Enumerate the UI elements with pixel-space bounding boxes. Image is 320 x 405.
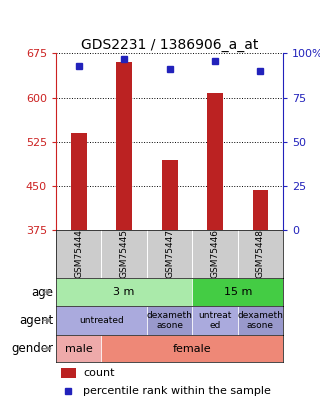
Text: dexameth
asone: dexameth asone bbox=[147, 311, 193, 330]
Bar bbox=[147, 306, 192, 335]
Text: GSM75446: GSM75446 bbox=[211, 230, 220, 278]
Text: agent: agent bbox=[20, 314, 54, 327]
Text: 3 m: 3 m bbox=[114, 287, 135, 297]
Text: gender: gender bbox=[12, 342, 54, 355]
Bar bbox=[162, 160, 178, 230]
Text: dexameth
asone: dexameth asone bbox=[237, 311, 284, 330]
Text: female: female bbox=[173, 344, 212, 354]
Text: GSM75448: GSM75448 bbox=[256, 230, 265, 278]
Text: male: male bbox=[65, 344, 92, 354]
Text: percentile rank within the sample: percentile rank within the sample bbox=[83, 386, 271, 396]
Text: 15 m: 15 m bbox=[224, 287, 252, 297]
Text: GSM75447: GSM75447 bbox=[165, 230, 174, 278]
Bar bbox=[116, 62, 132, 230]
Text: untreated: untreated bbox=[79, 316, 124, 325]
Bar bbox=[56, 335, 101, 362]
Bar bbox=[252, 190, 268, 230]
Text: count: count bbox=[83, 368, 115, 378]
Bar bbox=[238, 306, 283, 335]
Text: age: age bbox=[32, 286, 54, 298]
Bar bbox=[56, 278, 192, 306]
Bar bbox=[207, 94, 223, 230]
Bar bbox=[101, 335, 283, 362]
Text: GSM75444: GSM75444 bbox=[74, 230, 83, 278]
Bar bbox=[56, 306, 147, 335]
Title: GDS2231 / 1386906_a_at: GDS2231 / 1386906_a_at bbox=[81, 38, 258, 52]
Bar bbox=[60, 368, 76, 378]
Bar bbox=[71, 133, 87, 230]
Bar bbox=[192, 278, 283, 306]
Bar bbox=[192, 306, 238, 335]
Text: untreat
ed: untreat ed bbox=[198, 311, 232, 330]
Text: GSM75445: GSM75445 bbox=[120, 230, 129, 278]
